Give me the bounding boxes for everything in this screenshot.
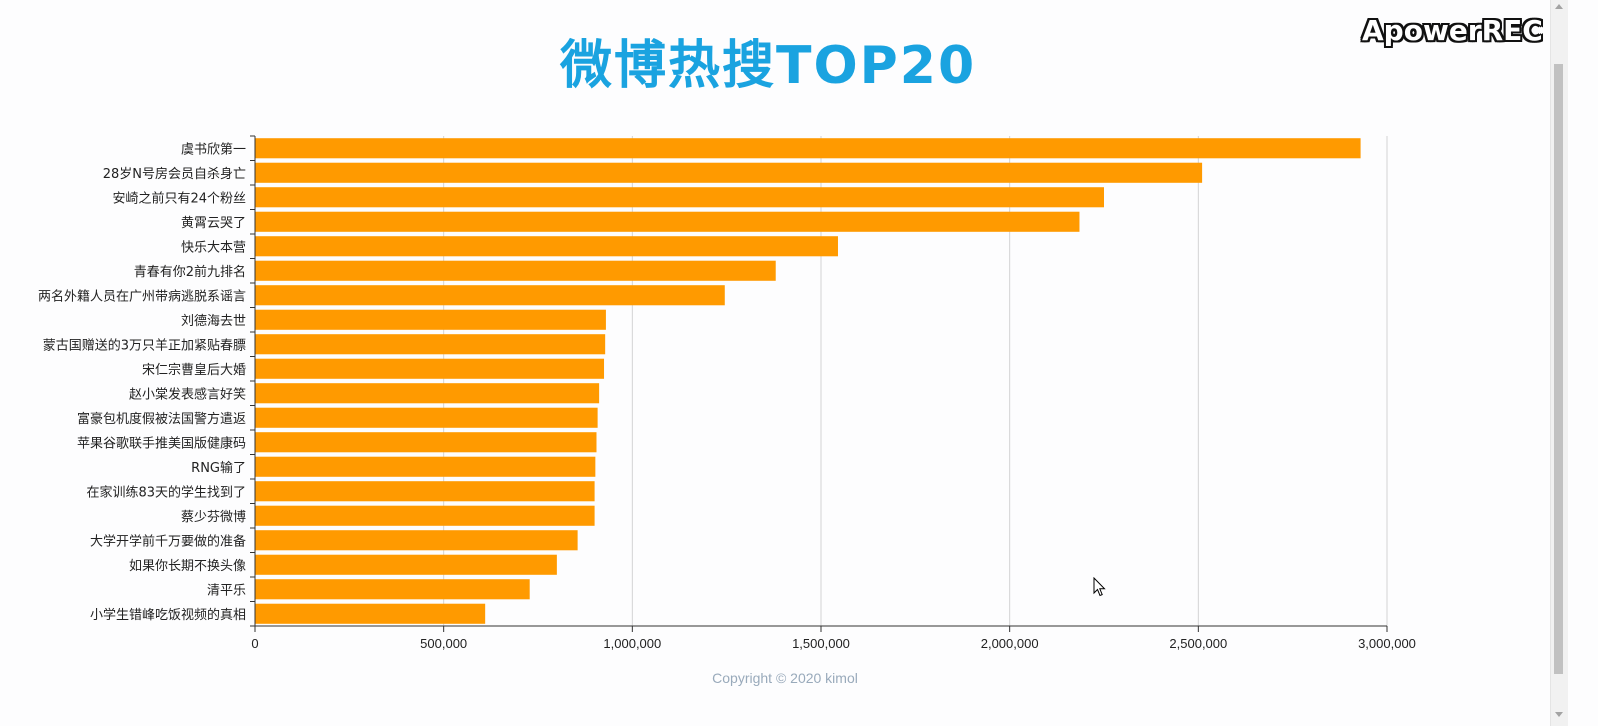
bar — [255, 162, 1203, 183]
chart-title: 微博热搜TOP20 — [560, 36, 977, 96]
scroll-thumb[interactable] — [1554, 64, 1563, 674]
x-tick-label: 0 — [251, 636, 258, 651]
bar — [255, 432, 597, 453]
mouse-cursor-icon — [1093, 577, 1106, 597]
grid-lines — [443, 136, 1388, 626]
recorder-watermark: ApowerREC — [1362, 14, 1543, 47]
bar — [255, 554, 557, 575]
category-label: 在家训练83天的学生找到了 — [86, 484, 246, 500]
bar — [255, 285, 725, 306]
category-label: RNG输了 — [191, 460, 246, 476]
category-label: 苹果谷歌联手推美国版健康码 — [77, 435, 246, 451]
bar — [255, 456, 596, 477]
bar — [255, 187, 1104, 208]
bar — [255, 309, 606, 330]
bar — [255, 334, 606, 355]
bar-chart: 0 500,000 1,000,000 1,500,000 2,000,000 2,500… — [38, 135, 1416, 651]
x-tick-label: 1,500,000 — [792, 636, 850, 651]
bar — [255, 579, 530, 600]
scroll-up-arrow-icon[interactable] — [1555, 4, 1563, 9]
category-label: 黄霄云哭了 — [181, 216, 246, 231]
category-label: 清平乐 — [207, 583, 246, 598]
category-label: 两名外籍人员在广州带病逃脱系谣言 — [38, 288, 246, 304]
bar — [255, 236, 838, 257]
category-label: 如果你长期不换头像 — [129, 558, 246, 574]
category-label: 刘德海去世 — [181, 314, 246, 329]
bar — [255, 260, 776, 281]
category-label: 虞书欣第一 — [181, 142, 246, 157]
x-tick-label: 2,500,000 — [1169, 636, 1227, 651]
x-tick-label: 3,000,000 — [1358, 636, 1416, 651]
bars — [255, 138, 1361, 624]
category-labels: 虞书欣第一 28岁N号房会员自杀身亡安崎之前只有24个粉丝黄霄云哭了快乐大本营青春… — [38, 142, 246, 623]
category-label: 28岁N号房会员自杀身亡 — [103, 166, 246, 182]
copyright-footer: Copyright © 2020 kimol — [712, 670, 858, 686]
category-label: 宋仁宗曹皇后大婚 — [142, 362, 246, 378]
category-label: 青春有你2前九排名 — [134, 264, 246, 280]
category-label: 富豪包机度假被法国警方遣返 — [77, 411, 246, 427]
x-tick-label: 2,000,000 — [981, 636, 1039, 651]
category-label: 安崎之前只有24个粉丝 — [112, 190, 246, 206]
x-tick-label: 500,000 — [420, 636, 467, 651]
scroll-down-arrow-icon[interactable] — [1555, 712, 1563, 717]
category-label: 蒙古国赠送的3万只羊正加紧贴春膘 — [43, 337, 246, 353]
bar — [255, 211, 1080, 232]
category-label: 小学生错峰吃饭视频的真相 — [90, 607, 246, 623]
axes: 0 500,000 1,000,000 1,500,000 2,000,000 2,500… — [250, 135, 1416, 651]
bar — [255, 407, 598, 428]
bar — [255, 481, 595, 502]
bar — [255, 530, 578, 551]
category-label: 蔡少芬微博 — [181, 510, 246, 525]
bar — [255, 383, 600, 404]
category-label: 快乐大本营 — [181, 240, 246, 255]
category-label: 大学开学前千万要做的准备 — [90, 533, 246, 549]
category-label: 赵小棠发表感言好笑 — [129, 386, 246, 402]
bar — [255, 603, 486, 624]
vertical-scrollbar[interactable] — [1550, 0, 1568, 726]
bar — [255, 358, 605, 379]
x-tick-label: 1,000,000 — [603, 636, 661, 651]
bar — [255, 505, 595, 526]
bar — [255, 138, 1361, 159]
